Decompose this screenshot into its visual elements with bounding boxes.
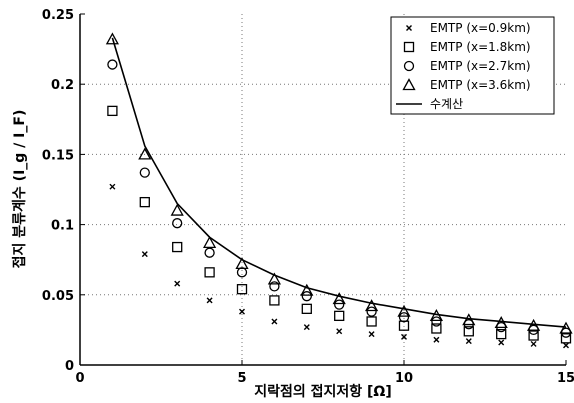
point-1-5 xyxy=(269,295,280,306)
x-tick-label-0: 0 xyxy=(75,371,84,386)
series-4 xyxy=(111,37,567,328)
point-1-2 xyxy=(172,241,183,253)
x-axis-label: 지락점의 접지저항 [Ω] xyxy=(254,383,392,400)
point-1-0 xyxy=(107,105,118,117)
point-0-10 xyxy=(433,336,440,343)
legend-swatch-2 xyxy=(403,60,415,72)
point-3-6 xyxy=(300,283,314,296)
point-3-4 xyxy=(235,257,249,270)
point-1-10 xyxy=(431,323,442,334)
point-2-8 xyxy=(366,306,377,317)
series-0 xyxy=(109,183,569,349)
point-0-11 xyxy=(465,338,472,345)
point-3-0 xyxy=(105,32,119,45)
y-tick-label-0: 0 xyxy=(65,359,74,374)
point-2-5 xyxy=(269,281,280,292)
y-tick-label-3: 0.15 xyxy=(42,148,74,163)
point-0-5 xyxy=(271,318,278,325)
legend-label-4: 수계산 xyxy=(430,97,463,111)
point-3-9 xyxy=(397,304,411,317)
point-1-6 xyxy=(301,303,312,314)
legend-swatch-0 xyxy=(406,25,412,31)
point-2-10 xyxy=(431,316,442,327)
point-0-0 xyxy=(109,183,116,190)
point-1-4 xyxy=(236,284,248,295)
point-0-12 xyxy=(498,339,505,346)
point-3-1 xyxy=(138,147,152,160)
point-3-14 xyxy=(559,321,573,334)
point-0-2 xyxy=(174,280,181,287)
legend-label-2: EMTP (x=2.7km) xyxy=(430,59,531,73)
point-0-14 xyxy=(563,342,569,349)
point-1-13 xyxy=(528,330,539,341)
point-0-8 xyxy=(368,331,375,338)
point-1-1 xyxy=(139,196,150,208)
x-tick-label-3: 15 xyxy=(557,371,574,386)
point-1-14 xyxy=(560,333,572,344)
point-3-8 xyxy=(365,299,379,312)
point-0-1 xyxy=(141,251,148,258)
series-layer xyxy=(105,32,573,349)
series-3 xyxy=(105,32,573,334)
legend-label-1: EMTP (x=1.8km) xyxy=(430,40,531,54)
legend-label-3: EMTP (x=3.6km) xyxy=(430,78,531,92)
point-2-2 xyxy=(172,218,183,229)
point-0-7 xyxy=(336,328,343,335)
point-0-3 xyxy=(206,297,213,304)
point-1-12 xyxy=(496,328,507,340)
point-1-8 xyxy=(366,316,377,327)
point-3-7 xyxy=(332,292,346,305)
x-tick-label-1: 5 xyxy=(237,371,246,386)
point-1-3 xyxy=(204,267,215,278)
legend-label-0: EMTP (x=0.9km) xyxy=(430,21,531,35)
point-1-11 xyxy=(463,326,474,337)
series-line-4 xyxy=(111,37,567,328)
y-tick-label-5: 0.25 xyxy=(42,8,74,23)
legend-box xyxy=(390,16,555,115)
point-0-6 xyxy=(303,324,310,331)
point-3-5 xyxy=(267,272,281,285)
point-3-2 xyxy=(170,203,184,216)
point-0-4 xyxy=(239,308,245,315)
y-tick-label-4: 0.2 xyxy=(51,78,74,93)
legend-swatch-3 xyxy=(402,78,416,91)
point-2-9 xyxy=(398,312,410,323)
x-tick-label-2: 10 xyxy=(395,371,413,386)
point-2-6 xyxy=(301,291,312,302)
point-1-7 xyxy=(334,310,345,322)
y-tick-label-1: 0.05 xyxy=(42,289,74,304)
point-2-7 xyxy=(334,299,345,310)
point-2-3 xyxy=(204,247,215,258)
point-2-0 xyxy=(107,59,118,70)
legend-swatch-1 xyxy=(403,41,415,53)
point-0-13 xyxy=(530,340,537,347)
point-2-1 xyxy=(139,167,150,178)
axes xyxy=(79,13,567,366)
y-axis-label: 접지 분류계수 (I_g / I_F) xyxy=(12,110,28,269)
y-tick-label-2: 0.1 xyxy=(51,219,74,234)
tick-labels: 0 5 10 15 0 0.05 0.1 0.15 0.2 0.25 xyxy=(42,8,574,386)
point-3-3 xyxy=(203,236,217,249)
point-0-9 xyxy=(401,333,407,340)
legend: EMTP (x=0.9km) EMTP (x=1.8km) EMTP (x=2.7k… xyxy=(390,16,555,115)
